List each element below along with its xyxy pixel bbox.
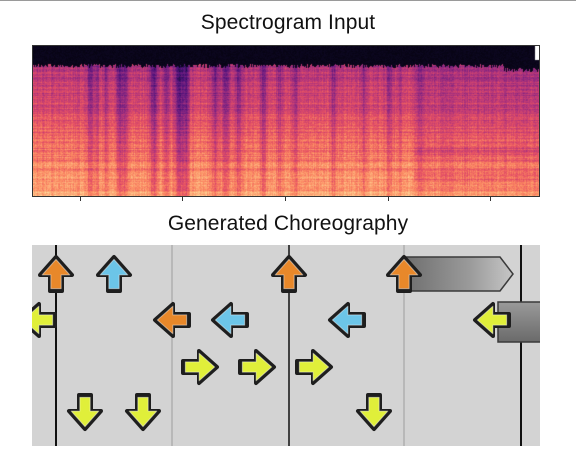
left-arrow-icon xyxy=(32,302,57,338)
right-arrow-icon xyxy=(295,349,333,385)
left-arrow-icon xyxy=(473,302,511,338)
axis-tick xyxy=(80,197,81,201)
spectrogram-panel xyxy=(32,45,540,201)
down-arrow-icon xyxy=(125,393,161,431)
arrow-layer xyxy=(32,255,511,431)
choreography-panel xyxy=(32,245,540,446)
spectrogram-title: Spectrogram Input xyxy=(200,11,376,34)
up-arrow-icon xyxy=(386,255,422,293)
right-arrow-icon xyxy=(181,349,219,385)
axis-tick xyxy=(285,197,286,201)
left-arrow-icon xyxy=(211,302,249,338)
choreography-title: Generated Choreography xyxy=(167,212,409,235)
top-rule xyxy=(0,0,576,1)
spectrogram-image xyxy=(32,45,540,197)
axis-tick xyxy=(490,197,491,201)
up-arrow-icon xyxy=(271,255,307,293)
down-arrow-icon xyxy=(356,393,392,431)
left-arrow-icon xyxy=(153,302,191,338)
axis-tick xyxy=(388,197,389,201)
up-arrow-icon xyxy=(96,255,132,293)
left-arrow-icon xyxy=(328,302,366,338)
up-arrow-icon xyxy=(38,255,74,293)
down-arrow-icon xyxy=(67,393,103,431)
right-arrow-icon xyxy=(238,349,276,385)
choreography-chart xyxy=(32,245,540,446)
axis-tick xyxy=(182,197,183,201)
